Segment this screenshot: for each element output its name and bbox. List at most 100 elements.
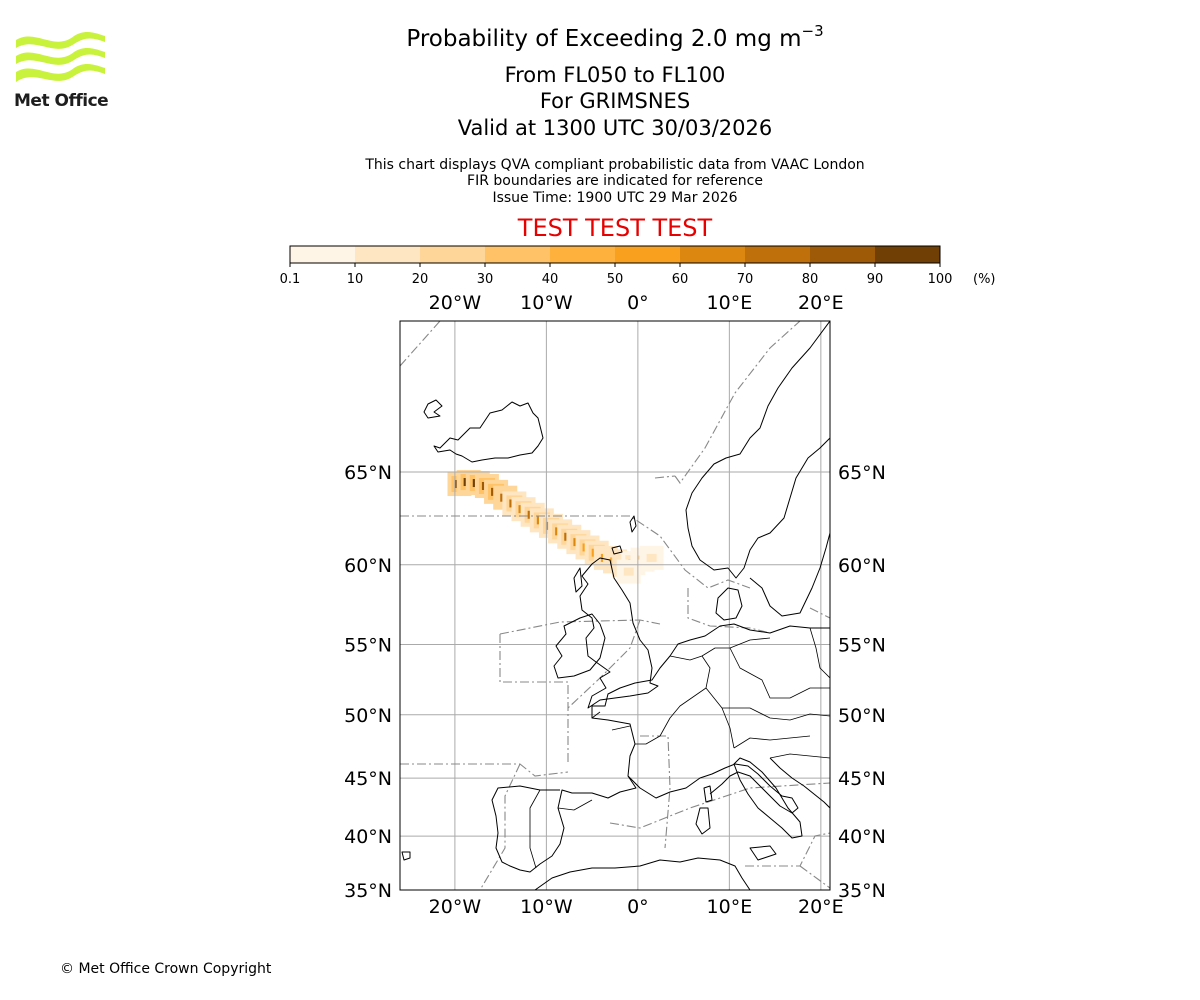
- coast-denmark: [715, 587, 743, 621]
- colorbar-tick-label: 60: [672, 272, 689, 287]
- colorbar-segment: [355, 246, 421, 263]
- flight-levels: From FL050 to FL100: [504, 63, 726, 87]
- probability-colorbar: 0.1 10 20 30 40 50 60 70 80 90 100 (%): [280, 245, 996, 287]
- fir-boundary: [654, 475, 676, 479]
- coast-continent: [491, 623, 830, 873]
- longitude-label-bottom: 10°W: [520, 896, 573, 918]
- colorbar-segment: [680, 246, 746, 263]
- chart-title: Probability of Exceeding 2.0 mg m−3: [0, 24, 1200, 53]
- chart-title-text: Probability of Exceeding 2.0 mg m: [406, 26, 802, 52]
- longitude-label-top: 10°E: [707, 292, 753, 314]
- coast-norway: [685, 321, 830, 579]
- coast-sweden: [749, 532, 830, 617]
- longitude-label-bottom: 0°: [627, 896, 649, 918]
- fir-boundaries: [400, 321, 830, 890]
- coast-westfjords: [423, 399, 443, 419]
- latitude-label-right: 60°N: [838, 555, 886, 577]
- latitude-label-right: 65°N: [838, 462, 886, 484]
- fir-boundary: [479, 763, 521, 890]
- latitude-label-right: 55°N: [838, 634, 886, 656]
- met-office-logo-text: Met Office: [14, 91, 109, 111]
- coast-ireland: [553, 613, 606, 679]
- fir-boundary: [799, 865, 830, 889]
- colorbar-tick-label: 10: [347, 272, 364, 287]
- coast-orkney: [611, 545, 623, 555]
- fir-boundary: [609, 782, 830, 829]
- coast-shetland: [629, 515, 637, 533]
- coast-north-africa: [534, 857, 751, 890]
- coast-hebrides: [573, 567, 583, 593]
- fir-boundary: [687, 588, 771, 634]
- colorbar-tick-label: 80: [802, 272, 819, 287]
- logo-wave-2: [16, 47, 105, 65]
- latitude-label-right: 35°N: [838, 880, 886, 902]
- coast-canaries: [401, 851, 411, 861]
- colorbar-segment: [810, 246, 876, 263]
- valid-time: Valid at 1300 UTC 30/03/2026: [457, 116, 773, 140]
- plume-cell: [623, 567, 634, 576]
- ash-probability-map: 20°W 20°W 10°W 10°W 0° 0° 10°E 10°E 20°E 20°E 65°N…: [344, 292, 886, 918]
- fir-boundary: [745, 832, 830, 867]
- longitude-label-top: 10°W: [520, 292, 573, 314]
- country-borders: [529, 627, 830, 869]
- coast-mediterranean: [627, 763, 799, 814]
- test-banner: TEST TEST TEST: [517, 214, 713, 242]
- latitude-label-left: 35°N: [344, 880, 392, 902]
- colorbar-tick-label: 20: [412, 272, 429, 287]
- latitude-label-left: 55°N: [344, 634, 392, 656]
- latitude-label-left: 60°N: [344, 555, 392, 577]
- map-plot-area: [400, 321, 830, 890]
- fir-boundary: [499, 619, 661, 635]
- ash-plume: [447, 470, 664, 584]
- colorbar-segment: [420, 246, 486, 263]
- colorbar-segment: [290, 246, 356, 263]
- coast-great-britain: [579, 557, 659, 709]
- map-axis-labels: 20°W 20°W 10°W 10°W 0° 0° 10°E 10°E 20°E 20°E 65°N…: [344, 292, 886, 918]
- issue-time: Issue Time: 1900 UTC 29 Mar 2026: [492, 190, 738, 206]
- latitude-label-right: 45°N: [838, 768, 886, 790]
- fir-boundary: [400, 321, 441, 367]
- longitude-label-top: 20°E: [798, 292, 844, 314]
- info-line-1: This chart displays QVA compliant probab…: [365, 157, 865, 173]
- latitude-label-left: 40°N: [344, 826, 392, 848]
- colorbar-segment: [615, 246, 681, 263]
- fir-boundary: [809, 607, 830, 619]
- longitude-label-bottom: 20°W: [429, 896, 482, 918]
- fir-boundary: [499, 634, 569, 763]
- fir-boundary: [674, 321, 801, 484]
- coast-sardinia: [695, 807, 711, 835]
- fir-boundary: [400, 763, 569, 777]
- colorbar-segment: [875, 246, 941, 263]
- colorbar-segment: [550, 246, 616, 263]
- copyright-notice: © Met Office Crown Copyright: [60, 961, 272, 977]
- longitude-label-top: 0°: [627, 292, 649, 314]
- colorbar-tick-label: 40: [542, 272, 559, 287]
- latitude-label-right: 50°N: [838, 705, 886, 727]
- colorbar-unit: (%): [973, 272, 996, 287]
- chart-title-superscript: −3: [801, 22, 824, 40]
- colorbar-tick-label: 0.1: [280, 272, 301, 287]
- map-frame: [399, 320, 831, 891]
- colorbar-tick-label: 70: [737, 272, 754, 287]
- latitude-label-right: 40°N: [838, 826, 886, 848]
- colorbar-tick-label: 100: [928, 272, 953, 287]
- plume-cell: [646, 553, 657, 562]
- logo-wave-3: [16, 63, 105, 82]
- met-office-logo-waves: [16, 31, 105, 82]
- coastlines: [401, 321, 830, 890]
- map-gridlines: [400, 321, 830, 890]
- longitude-label-bottom: 20°E: [798, 896, 844, 918]
- longitude-label-top: 20°W: [429, 292, 482, 314]
- colorbar-segment: [485, 246, 551, 263]
- fir-boundary: [567, 619, 641, 709]
- colorbar-segment: [745, 246, 811, 263]
- latitude-label-left: 50°N: [344, 705, 392, 727]
- latitude-label-left: 65°N: [344, 462, 392, 484]
- coast-iceland: [433, 401, 544, 463]
- longitude-label-bottom: 10°E: [707, 896, 753, 918]
- logo-wave-1: [16, 31, 105, 49]
- colorbar-tick-label: 30: [477, 272, 494, 287]
- location-line: For GRIMSNES: [539, 89, 691, 113]
- latitude-label-left: 45°N: [344, 768, 392, 790]
- fir-boundary: [640, 735, 671, 849]
